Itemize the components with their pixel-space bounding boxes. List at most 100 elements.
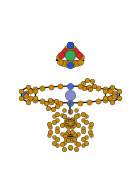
Point (79, 85, 81, 88)
Point (69, 85, 71, 88)
Point (60, 53, 62, 57)
Point (80, 56, 82, 59)
Point (77, 124, 79, 127)
Point (93, 84, 95, 88)
Point (70, 139, 73, 142)
Point (111, 101, 113, 104)
Point (65, 124, 67, 127)
Point (104, 88, 106, 91)
Point (75, 141, 77, 144)
Point (61, 143, 63, 146)
Point (52, 121, 55, 124)
Point (90, 134, 92, 137)
Point (69, 44, 71, 47)
Point (113, 95, 115, 98)
Point (69, 44, 71, 47)
Point (78, 53, 80, 57)
Point (82, 119, 84, 122)
Point (52, 135, 55, 138)
Point (70, 131, 73, 134)
Point (79, 101, 81, 104)
Point (70, 125, 73, 128)
Point (49, 98, 52, 101)
Point (67, 117, 70, 120)
Point (20, 89, 22, 92)
Point (49, 125, 51, 128)
Point (97, 100, 99, 103)
Point (61, 132, 63, 135)
Point (114, 93, 116, 96)
Point (63, 115, 65, 118)
Point (59, 101, 61, 104)
Point (62, 51, 64, 54)
Point (83, 87, 85, 90)
Point (109, 89, 111, 92)
Point (86, 78, 88, 81)
Point (56, 130, 58, 133)
Point (52, 115, 55, 118)
Point (64, 121, 66, 124)
Point (77, 113, 79, 116)
Point (82, 113, 84, 116)
Point (69, 109, 71, 112)
Point (59, 60, 61, 63)
Point (91, 80, 93, 83)
Point (67, 139, 70, 142)
Point (63, 109, 65, 112)
Point (76, 51, 78, 54)
Point (85, 115, 88, 118)
Point (104, 98, 106, 101)
Point (25, 91, 27, 94)
Point (65, 137, 67, 140)
Point (77, 143, 79, 146)
Point (74, 135, 76, 138)
Point (58, 56, 60, 59)
Point (52, 141, 55, 144)
Point (75, 115, 77, 118)
Point (109, 97, 111, 100)
Point (41, 86, 43, 89)
Point (62, 61, 64, 64)
Point (69, 93, 71, 96)
Point (59, 85, 61, 88)
Point (79, 60, 81, 63)
Point (66, 63, 68, 66)
Point (69, 145, 71, 148)
Point (66, 47, 68, 50)
Point (61, 113, 63, 116)
Point (88, 88, 91, 91)
Point (77, 132, 79, 135)
Point (52, 108, 54, 111)
Point (73, 132, 75, 135)
Point (27, 101, 29, 104)
Point (49, 131, 51, 134)
Point (69, 122, 71, 125)
Point (82, 82, 84, 85)
Point (75, 147, 77, 150)
Point (47, 106, 49, 109)
Point (48, 122, 50, 125)
Point (69, 44, 71, 47)
Point (56, 143, 58, 146)
Point (74, 121, 76, 124)
Point (49, 101, 52, 104)
Point (56, 126, 58, 129)
Point (69, 44, 71, 47)
Point (34, 98, 36, 101)
Point (45, 101, 47, 105)
Point (76, 61, 78, 64)
Point (88, 101, 91, 104)
Point (72, 63, 74, 66)
Point (48, 134, 50, 137)
Point (75, 109, 77, 112)
Point (97, 86, 99, 89)
Point (69, 54, 71, 57)
Point (118, 97, 120, 100)
Point (25, 95, 27, 98)
Point (64, 135, 66, 138)
Point (34, 97, 36, 100)
Point (74, 49, 76, 52)
Point (69, 111, 71, 114)
Point (73, 137, 75, 140)
Point (49, 85, 52, 88)
